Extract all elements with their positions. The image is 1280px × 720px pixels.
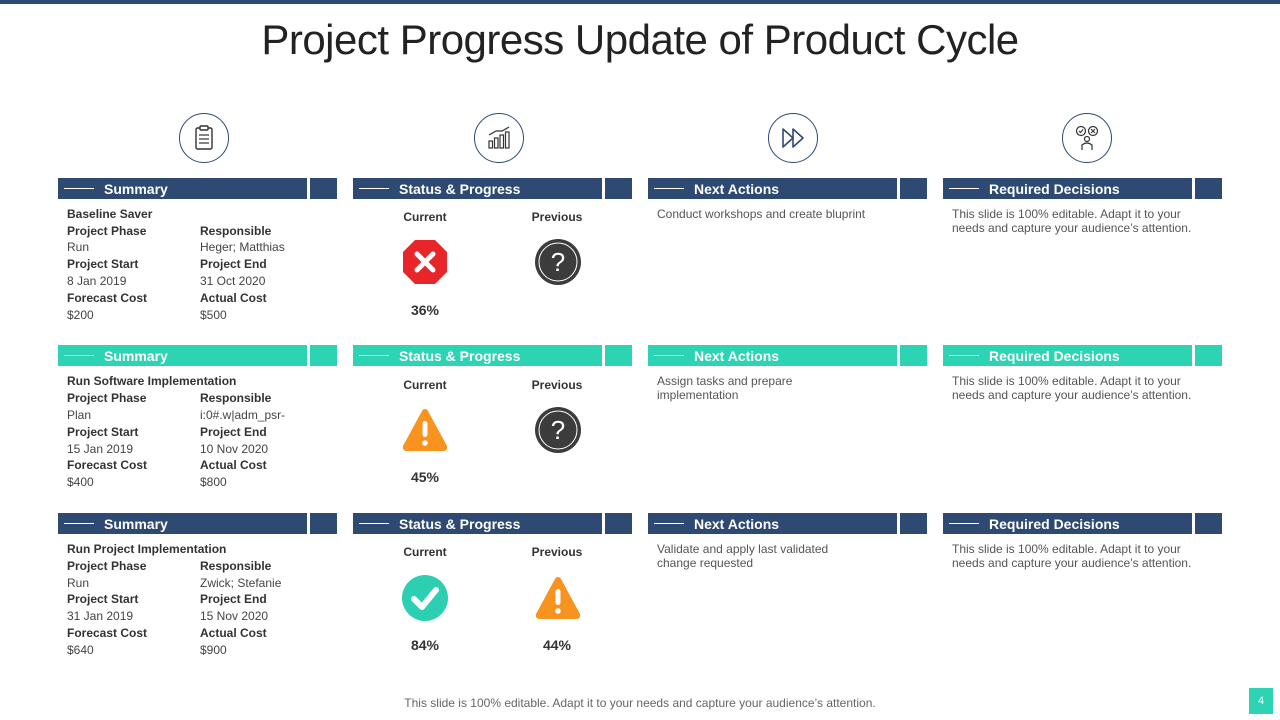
next-actions-header-label: Next Actions: [694, 515, 780, 532]
label-actual: Actual Cost: [200, 626, 267, 640]
summary-header-label: Summary: [104, 515, 168, 532]
current-percent: 84%: [410, 637, 440, 653]
value-actual: $500: [200, 308, 227, 322]
current-label: Current: [403, 210, 447, 224]
svg-text:?: ?: [551, 247, 565, 277]
value-end: 10 Nov 2020: [200, 442, 269, 456]
value-forecast: $200: [67, 308, 94, 322]
summary-header-label: Summary: [104, 180, 168, 197]
next-actions-text: Validate and apply last validated change…: [657, 542, 829, 570]
value-start: 8 Jan 2019: [67, 274, 127, 288]
warning-icon: [535, 577, 581, 619]
value-start: 31 Jan 2019: [67, 609, 134, 623]
clipboard-icon: [179, 113, 229, 163]
status-header-label: Status & Progress: [399, 180, 521, 197]
status-header-label: Status & Progress: [399, 347, 521, 364]
label-end: Project End: [200, 257, 267, 271]
label-end: Project End: [200, 592, 267, 606]
warning-icon: [402, 409, 448, 451]
label-forecast: Forecast Cost: [67, 291, 148, 305]
summary-details: Baseline Saver Project Phase Responsible…: [67, 207, 337, 327]
decision-person-icon: [1062, 113, 1112, 163]
value-forecast: $640: [67, 643, 94, 657]
checkmark-icon: [402, 575, 448, 621]
page-number: 4: [1249, 688, 1273, 714]
next-actions-text: Conduct workshops and create bluprint: [657, 207, 866, 221]
label-responsible: Responsible: [200, 224, 272, 238]
summary-details: Run Software Implementation Project Phas…: [67, 374, 337, 494]
next-actions-header-label: Next Actions: [694, 347, 780, 364]
value-start: 15 Jan 2019: [67, 442, 134, 456]
fast-forward-icon: [768, 113, 818, 163]
label-phase: Project Phase: [67, 391, 147, 405]
label-phase: Project Phase: [67, 224, 147, 238]
project-name: Run Project Implementation: [67, 542, 227, 556]
label-forecast: Forecast Cost: [67, 626, 148, 640]
label-start: Project Start: [67, 257, 139, 271]
decisions-text: This slide is 100% editable. Adapt it to…: [952, 374, 1192, 402]
current-percent: 36%: [410, 302, 440, 318]
decisions-header-label: Required Decisions: [989, 180, 1120, 197]
project-name: Run Software Implementation: [67, 374, 237, 388]
previous-label: Previous: [531, 378, 583, 392]
value-forecast: $400: [67, 475, 94, 489]
label-responsible: Responsible: [200, 391, 272, 405]
value-phase: Run: [67, 240, 90, 254]
value-actual: $800: [200, 475, 227, 489]
label-actual: Actual Cost: [200, 458, 267, 472]
footer-note: This slide is 100% editable. Adapt it to…: [404, 696, 876, 710]
label-responsible: Responsible: [200, 559, 272, 573]
project-name: Baseline Saver: [67, 207, 153, 221]
decisions-header-label: Required Decisions: [989, 515, 1120, 532]
label-forecast: Forecast Cost: [67, 458, 148, 472]
label-end: Project End: [200, 425, 267, 439]
value-responsible: Zwick; Stefanie: [200, 576, 282, 590]
label-start: Project Start: [67, 425, 139, 439]
current-percent: 45%: [410, 469, 440, 485]
decisions-header-label: Required Decisions: [989, 347, 1120, 364]
previous-label: Previous: [531, 210, 583, 224]
label-start: Project Start: [67, 592, 139, 606]
stop-error-icon: [403, 240, 447, 284]
previous-label: Previous: [531, 545, 583, 559]
top-accent-bar: [0, 0, 1280, 4]
summary-details: Run Project Implementation Project Phase…: [67, 542, 337, 662]
decisions-text: This slide is 100% editable. Adapt it to…: [952, 207, 1192, 235]
decisions-text: This slide is 100% editable. Adapt it to…: [952, 542, 1192, 570]
label-phase: Project Phase: [67, 559, 147, 573]
previous-percent: 44%: [542, 637, 572, 653]
label-actual: Actual Cost: [200, 291, 267, 305]
current-label: Current: [403, 545, 447, 559]
next-actions-text: Assign tasks and prepare implementation: [657, 374, 793, 402]
value-responsible: Heger; Matthias: [200, 240, 285, 254]
value-end: 31 Oct 2020: [200, 274, 266, 288]
status-header-label: Status & Progress: [399, 515, 521, 532]
question-icon: ?: [535, 407, 581, 453]
question-icon: ?: [535, 239, 581, 285]
value-phase: Run: [67, 576, 90, 590]
value-actual: $900: [200, 643, 227, 657]
svg-text:?: ?: [551, 415, 565, 445]
current-label: Current: [403, 378, 447, 392]
bar-chart-icon: [474, 113, 524, 163]
value-phase: Plan: [67, 408, 92, 422]
value-end: 15 Nov 2020: [200, 609, 269, 623]
summary-header-label: Summary: [104, 347, 168, 364]
value-responsible: i:0#.w|adm_psr-: [200, 408, 286, 422]
next-actions-header-label: Next Actions: [694, 180, 780, 197]
page-title: Project Progress Update of Product Cycle: [261, 16, 1019, 63]
